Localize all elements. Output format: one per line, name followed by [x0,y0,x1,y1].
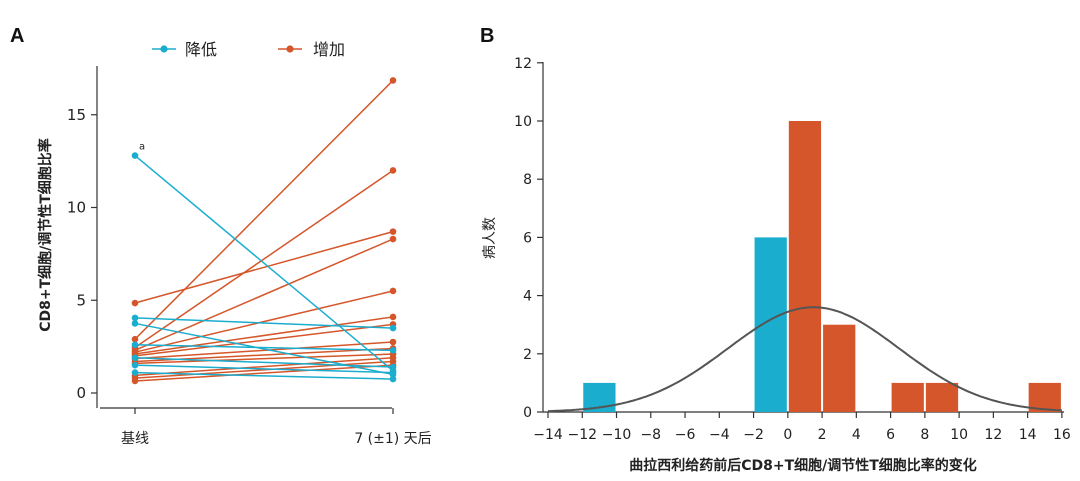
panel-b-y-tick-label: 0 [523,405,532,421]
panel-a-y-tick-label: 5 [76,291,86,309]
panel-a-points [131,77,397,385]
panel-a-axes: 0 5 10 15 基线 7 (±1) 天后 CD8+T细胞/调节性T细胞比率 [37,66,432,447]
legend-label-decrease: 降低 [185,40,217,59]
panel-a-series-line-increase [134,323,394,357]
legend-label-increase: 增加 [313,40,345,59]
panel-b-y-tick-label: 2 [523,347,532,363]
panel-b-x-tick-label: −2 [743,427,764,443]
panel-a-series-line-decrease [134,154,394,372]
panel-a-series-line-decrease [134,357,394,368]
panel-b-x-tick-label: 6 [886,427,895,443]
panel-a-series-line-decrease [134,371,394,380]
panel-a-x-tick-label: 基线 [121,430,149,447]
panel-b-bar-increase [1028,382,1061,412]
panel-b-y-title: 病人数 [482,217,498,259]
panel-b-bar-increase [823,324,856,412]
panel-b-normal-curve [548,306,1062,413]
panel-a-series-line-increase [134,357,394,377]
panel-a-series [134,79,394,382]
panel-a-y-tick-label: 10 [67,199,86,217]
panel-a-x-tick-label: 7 (±1) 天后 [354,431,431,447]
panel-a-point-decrease [131,314,139,322]
panel-a-series-line-decrease [134,364,394,374]
panel-a-series-line-decrease [134,317,394,329]
panel-a-series-line-increase [134,169,394,349]
panel-a-point-decrease [131,341,139,349]
panel-a-point-decrease [389,369,397,376]
legend: 降低 增加 [152,40,345,59]
panel-b-y-tick-label: 6 [523,230,532,246]
panel-a-series-line-increase [134,316,394,355]
panel-b-y-ticks: 0 2 4 6 8 10 12 [514,56,543,421]
panel-a-series-line-increase [134,353,394,365]
panel-b-bar-increase [788,121,822,412]
panel-a-point-decrease [389,347,397,354]
panel-a-point-increase [131,299,139,307]
panel-a-point-decrease [131,152,139,159]
panel-b-x-tick-label: 16 [1053,427,1071,443]
panel-a-y-title: CD8+T细胞/调节性T细胞比率 [37,138,54,332]
panel-a-series-line-increase [134,230,394,304]
panel-b-x-title: 曲拉西利给药前后CD8+T细胞/调节性T细胞比率的变化 [629,457,977,474]
panel-a-series-line-increase [134,360,394,379]
panel-a-point-decrease [389,375,397,383]
panel-b-x-tick-label: 12 [984,427,1002,443]
panel-b-x-tick-label: 8 [920,427,929,443]
panel-a-point-increase [131,335,139,343]
panel-b-bar-increase [891,382,924,412]
legend-marker-decrease [160,45,168,53]
panel-a-point-decrease [389,324,397,332]
panel-b-y-tick-label: 8 [523,172,532,188]
panel-a-y-tick-label: 15 [67,106,86,124]
panel-b-x-tick-label: 14 [1019,427,1037,443]
panel-label-b: B [480,25,494,47]
panel-b-x-tick-label: −6 [675,427,696,443]
panel-a-point-increase [389,287,397,295]
panel-a-point-decrease [131,369,139,376]
panel-b-x-tick-label: 4 [852,427,861,443]
panel-b-x-tick-label: 10 [950,427,968,443]
panel-a-point-decrease [131,354,139,362]
panel-b-x-tick-label: 0 [783,427,792,443]
panel-a-point-increase [389,228,397,235]
panel-b-x-tick-label: −4 [709,427,730,443]
panel-a-y-tick-label: 0 [76,384,86,402]
panel-b-bars [583,121,1061,412]
panel-a-series-line-decrease [134,344,394,352]
panel-a-annotation: a [139,142,145,153]
panel-a-point-increase [131,377,139,385]
panel-a-point-increase [389,235,397,243]
panel-b-x-tick-label: −10 [602,427,632,443]
panel-b-x-ticks: −14 −12 −10 −8 −6 −4 −2 0 2 4 6 8 10 12 14 16 [533,412,1071,443]
panel-a-point-decrease [131,361,139,369]
panel-a-series-line-increase [134,290,394,353]
panel-a-point-increase [389,313,397,321]
panel-b-axes: 0 2 4 6 8 10 12 −14 −12 −10 −8 −6 −4 −2 0 2 4 6 8 10 12 14 16… [482,56,1071,474]
panel-a-point-increase [389,338,397,346]
panel-b-x-tick-label: 2 [818,427,827,443]
panel-b-y-tick-label: 10 [514,114,532,130]
panel-a-x-ticks: 基线 7 (±1) 天后 [121,408,432,447]
panel-b-bar-decrease [754,237,787,412]
panel-a-point-decrease [389,363,397,371]
panel-a-series-line-increase [134,364,394,382]
panel-b-bar-increase [925,382,959,412]
panel-a-series-line-increase [134,238,394,352]
legend-marker-increase [286,45,294,53]
panel-b-x-tick-label: −8 [640,427,661,443]
panel-b-y-tick-label: 4 [523,289,532,305]
panel-a-series-line-increase [134,79,394,340]
panel-a-series-line-increase [134,341,394,360]
panel-a-point-increase [389,77,397,84]
panel-a-y-ticks: 0 5 10 15 [67,106,97,402]
panel-a-point-decrease [131,320,139,327]
panel-b-x-tick-label: −14 [533,427,563,443]
panel-b-x-tick-label: −12 [567,427,597,443]
panel-a-point-increase [389,167,397,174]
panel-b-y-tick-label: 12 [514,56,532,72]
panel-label-a: A [10,25,24,47]
